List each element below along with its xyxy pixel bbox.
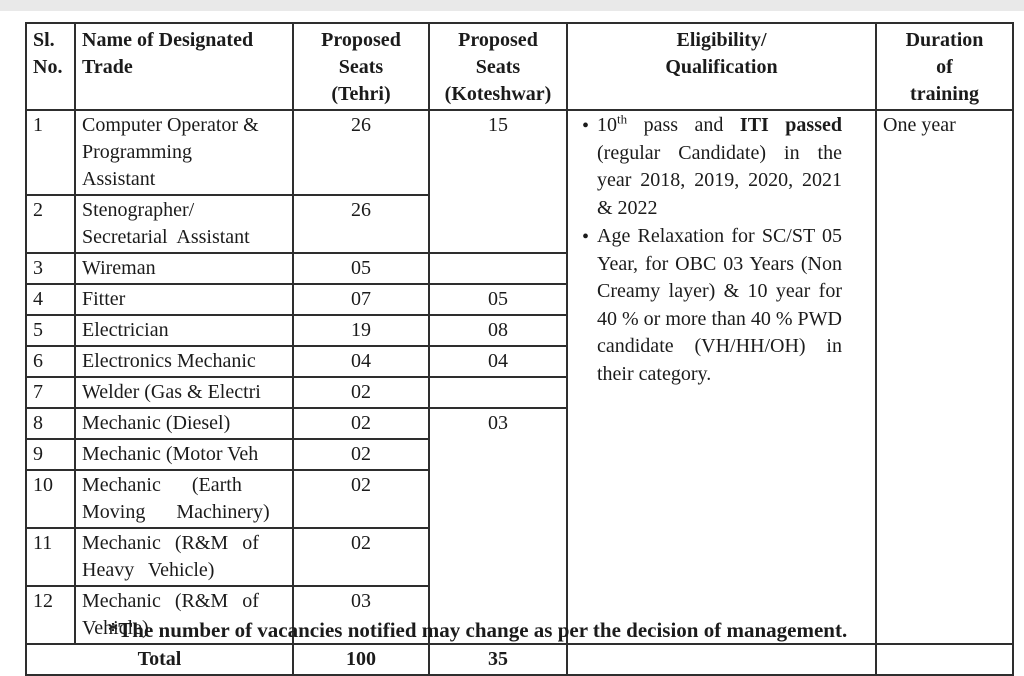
koteshwar-seats-cell: 04 <box>428 345 568 378</box>
sl-no-cell: 4 <box>25 283 76 316</box>
sl-no-cell: 2 <box>25 194 76 254</box>
trade-cell: Mechanic (Motor Veh <box>74 438 294 471</box>
table-row: 11 Mechanic (R&M of Heavy Vehicle) 02 <box>25 527 1013 587</box>
koteshwar-seats-cell-rows-1-2: 15 <box>428 109 568 254</box>
tehri-seats-cell: 02 <box>292 376 430 409</box>
eligibility-cell: • 10th pass and ITI passed (regular Cand… <box>566 109 877 645</box>
total-duration-empty-cell <box>875 643 1014 676</box>
eligibility-bold-text: ITI passed <box>739 114 842 136</box>
tehri-seats-cell: 07 <box>292 283 430 316</box>
eligibility-bullet-2-text: Age Relaxation for SC/ST 05 Year, for OB… <box>597 225 842 385</box>
tehri-seats-cell: 26 <box>292 194 430 254</box>
koteshwar-empty-cell <box>428 252 568 285</box>
sl-no-cell: 11 <box>25 527 76 587</box>
sl-no-cell: 10 <box>25 469 76 529</box>
trade-cell: Mechanic (R&M of Vehicle) <box>74 585 294 645</box>
sl-no-cell: 5 <box>25 314 76 347</box>
table-row: 2 Stenographer/ Secretarial Assistant 26 <box>25 194 1013 254</box>
trade-cell: Mechanic (R&M of Heavy Vehicle) <box>74 527 294 587</box>
eligibility-text-part: pass and <box>627 114 740 136</box>
bullet-icon: • <box>581 115 589 137</box>
total-label-cell: Total <box>25 643 294 676</box>
tehri-seats-cell: 19 <box>292 314 430 347</box>
tehri-seats-cell: 02 <box>292 469 430 529</box>
sl-no-cell: 3 <box>25 252 76 285</box>
total-koteshwar-cell: 35 <box>428 643 568 676</box>
eligibility-bullet-1: • 10th pass and ITI passed (regular Cand… <box>574 112 869 222</box>
tehri-seats-cell: 26 <box>292 109 430 196</box>
table-row: 6 Electronics Mechanic 04 04 <box>25 345 1013 378</box>
tehri-seats-cell: 02 <box>292 527 430 587</box>
table-row: 3 Wireman 05 <box>25 252 1013 285</box>
table-row: 4 Fitter 07 05 <box>25 283 1013 316</box>
eligibility-bullet-2: • Age Relaxation for SC/ST 05 Year, for … <box>574 223 869 388</box>
koteshwar-seats-cell-rows-8-12: 03 <box>428 407 568 645</box>
table-row: 9 Mechanic (Motor Veh 02 <box>25 438 1013 471</box>
trade-cell: Welder (Gas & Electri <box>74 376 294 409</box>
sl-no-cell: 9 <box>25 438 76 471</box>
sl-no-cell: 6 <box>25 345 76 378</box>
eligibility-text-part: 10 <box>597 114 617 136</box>
trade-cell: Electronics Mechanic <box>74 345 294 378</box>
trade-cell: Mechanic (Diesel) <box>74 407 294 440</box>
table-row: 8 Mechanic (Diesel) 02 03 <box>25 407 1013 645</box>
eligibility-bullet-1-text: 10th pass and ITI passed (regular Candid… <box>597 112 842 222</box>
header-sl-no: Sl. No. <box>25 22 76 111</box>
table-row: 5 Electrician 19 08 <box>25 314 1013 347</box>
tehri-seats-cell: 04 <box>292 345 430 378</box>
tehri-seats-cell: 03 <box>292 585 430 645</box>
vacancy-table: Sl. No. Name of Designated Trade Propose… <box>25 22 1014 676</box>
table-row: 7 Welder (Gas & Electri 02 <box>25 376 1013 409</box>
sl-no-cell: 1 <box>25 109 76 196</box>
table-row: 1 Computer Operator & Programming Assist… <box>25 109 1014 645</box>
table-row: 10 Mechanic (Earth Moving Machinery) 02 <box>25 469 1013 529</box>
trade-cell: Mechanic (Earth Moving Machinery) <box>74 469 294 529</box>
bullet-icon: • <box>581 226 589 248</box>
total-tehri-cell: 100 <box>292 643 430 676</box>
total-eligibility-empty-cell <box>566 643 877 676</box>
trade-cell: Computer Operator & Programming Assistan… <box>74 109 294 196</box>
trade-cell: Stenographer/ Secretarial Assistant <box>74 194 294 254</box>
header-eligibility: Eligibility/ Qualification <box>566 22 877 111</box>
header-koteshwar: Proposed Seats (Koteshwar) <box>428 22 568 111</box>
trade-cell: Fitter <box>74 283 294 316</box>
koteshwar-seats-cell: 08 <box>428 314 568 347</box>
header-duration: Duration of training <box>875 22 1014 111</box>
page-top-strip <box>0 0 1024 11</box>
koteshwar-seats-cell: 05 <box>428 283 568 316</box>
tehri-seats-cell: 02 <box>292 407 430 440</box>
trade-cell: Electrician <box>74 314 294 347</box>
superscript-th: th <box>617 111 628 127</box>
header-trade: Name of Designated Trade <box>74 22 294 111</box>
koteshwar-empty-cell <box>428 376 568 409</box>
tehri-seats-cell: 02 <box>292 438 430 471</box>
duration-cell: One year <box>875 109 1014 645</box>
sl-no-cell: 8 <box>25 407 76 440</box>
tehri-seats-cell: 05 <box>292 252 430 285</box>
total-row: Total 100 35 <box>25 643 1014 676</box>
table-header-row: Sl. No. Name of Designated Trade Propose… <box>25 22 1014 111</box>
footnote: *The number of vacancies notified may ch… <box>107 618 848 642</box>
header-tehri: Proposed Seats (Tehri) <box>292 22 430 111</box>
eligibility-text-part: (regular Candidate) in the year 2018, 20… <box>597 141 842 219</box>
sl-no-cell: 7 <box>25 376 76 409</box>
trade-cell: Wireman <box>74 252 294 285</box>
sl-no-cell: 12 <box>25 585 76 645</box>
table-row: 12 Mechanic (R&M of Vehicle) 03 <box>25 585 1013 645</box>
